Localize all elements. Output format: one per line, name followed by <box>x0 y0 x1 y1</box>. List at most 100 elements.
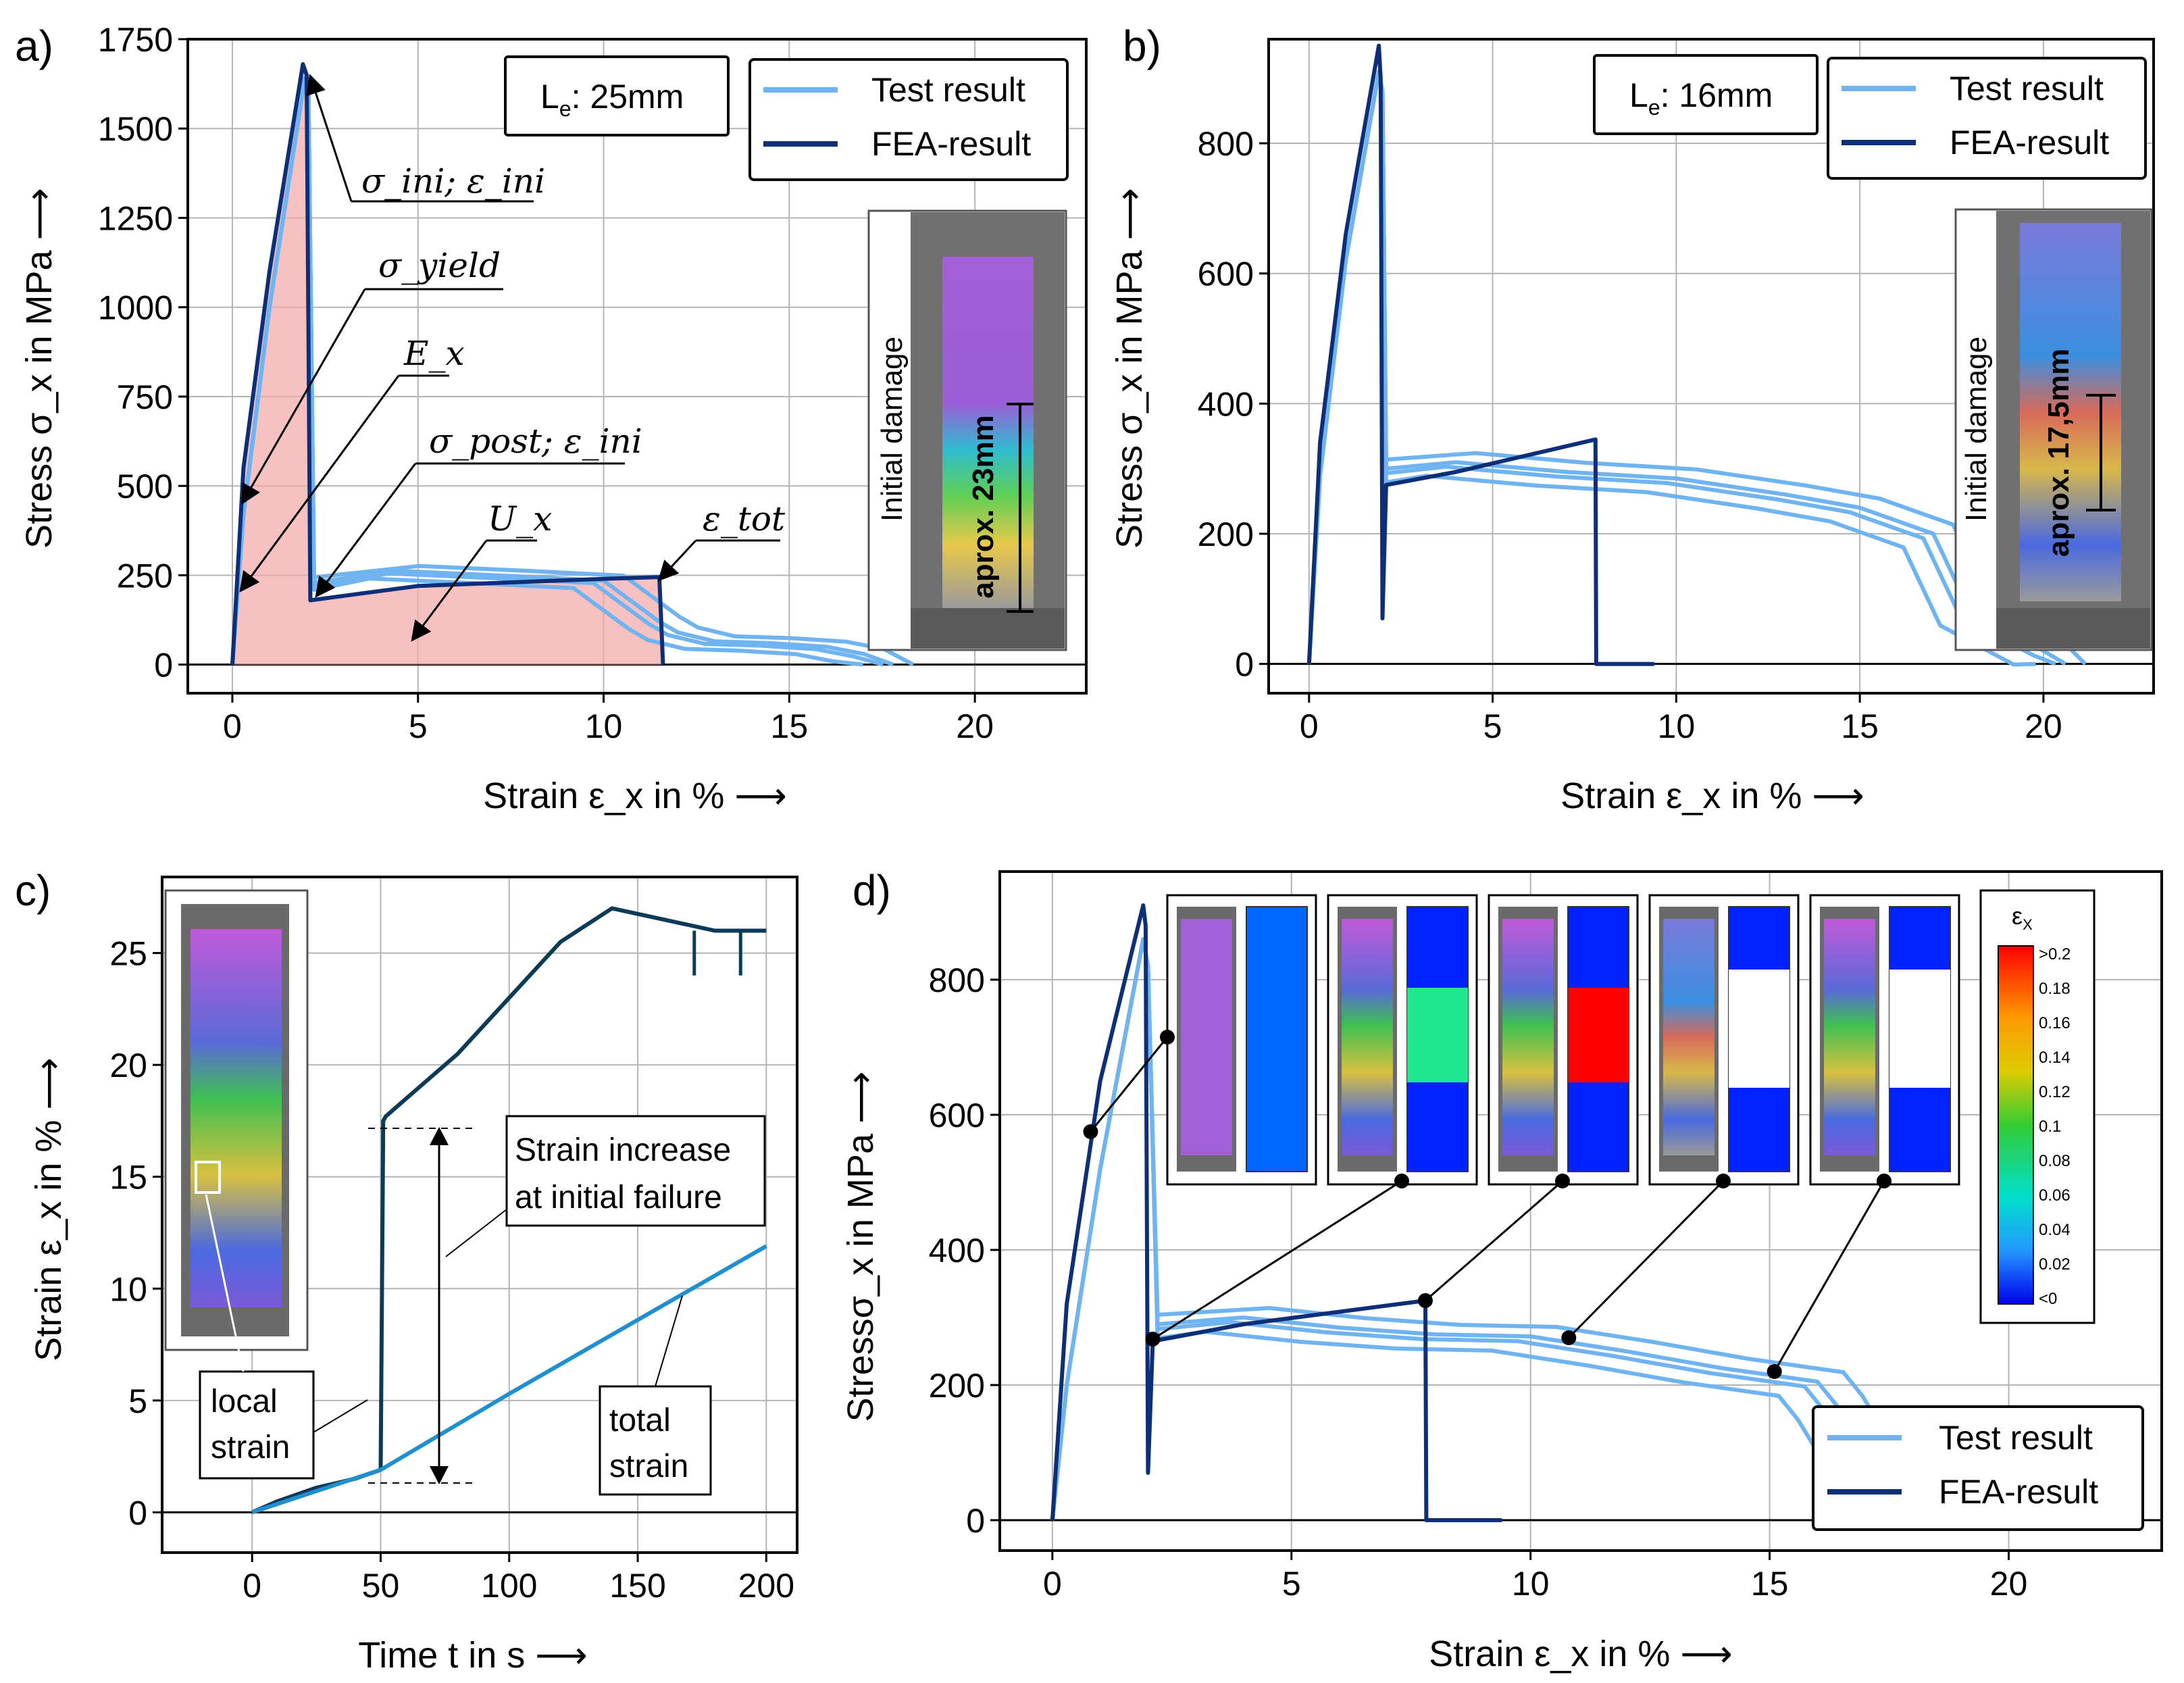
x-tick-label: 20 <box>956 707 994 745</box>
panel-c-xlabel: Time t in s ⟶ <box>358 1635 587 1676</box>
series-total-strain-line <box>251 1244 767 1515</box>
y-tick-label: 1250 <box>98 199 173 237</box>
panel-c-label: c) <box>15 866 51 915</box>
legend-fea-label: FEA-result <box>1950 124 2109 161</box>
panel-a-le-sub: e <box>559 97 572 121</box>
y-tick-label: 10 <box>109 1270 147 1308</box>
y-tick-label: 0 <box>128 1494 147 1532</box>
colorbar-label: 0.16 <box>2039 1014 2071 1032</box>
panel-a-legend: Test result FEA-result <box>748 58 1069 181</box>
colorbar-label: 0.1 <box>2039 1117 2061 1136</box>
dic-tile-2 <box>1327 894 1478 1186</box>
panel-c-frame <box>161 876 798 1554</box>
y-tick-label: 0 <box>154 647 173 684</box>
y-tick-label: 200 <box>929 1367 985 1405</box>
y-tick-label: 400 <box>929 1232 985 1270</box>
annotation-e-x: E_x <box>403 334 465 373</box>
colorbar-labels: >0.2 0.18 0.16 0.14 0.12 0.1 0.08 0.06 0.04 0.02 <… <box>2039 945 2071 1308</box>
colorbar-label: <0 <box>2039 1290 2057 1308</box>
y-tick-label: 1000 <box>98 289 173 327</box>
panel-b-frame <box>1267 38 2155 695</box>
panel-b-specimen-image: Initial damage aprox. 17,5mm <box>1954 208 2153 651</box>
annotation-total-strain-line2: strain <box>609 1449 688 1484</box>
panel-d-label: d) <box>853 866 891 915</box>
panel-c-ylabel: Strain ε_x in % ⟶ <box>28 1057 69 1361</box>
x-tick-label: 10 <box>1512 1565 1550 1603</box>
annotation-u-x: U_x <box>488 499 552 538</box>
connector-line <box>1090 1036 1169 1132</box>
panel-d-xlabel: Strain ε_x in % ⟶ <box>1429 1634 1733 1674</box>
panel-b-xlabel: Strain ε_x in % ⟶ <box>1560 776 1864 816</box>
colorbar-label: 0.02 <box>2039 1255 2071 1274</box>
y-tick-label: 250 <box>117 557 173 595</box>
x-tick-label: 0 <box>1300 707 1319 745</box>
panel-d-dic-tiles <box>1166 894 1960 1186</box>
panel-d-colorbar: εX >0.2 0.18 0.16 0.14 0.12 0.1 0.08 0.06 0.04 0.… <box>1979 889 2096 1324</box>
panel-b-specimen-label: Initial damage <box>1960 336 1993 522</box>
legend-fea-label: FEA-result <box>1939 1473 2098 1511</box>
x-tick-label: 20 <box>1990 1565 2028 1603</box>
panel-c-series <box>251 906 767 1515</box>
annotation-sigma-yield: σ_yield <box>378 246 501 285</box>
panel-a-le-box: Le: 25mm <box>504 55 730 136</box>
annotation-eps-tot: ε_tot <box>703 499 786 538</box>
x-tick-label: 10 <box>585 707 623 745</box>
y-tick-label: 20 <box>109 1047 147 1084</box>
y-tick-label: 1750 <box>98 21 173 59</box>
panel-a-annotations <box>239 74 780 642</box>
panel-b-label: b) <box>1123 22 1161 70</box>
panel-a-frame <box>186 38 1088 695</box>
panel-a-le-value: : 25mm <box>572 78 684 116</box>
y-tick-label: 5 <box>128 1382 147 1420</box>
x-tick-label: 5 <box>1282 1565 1301 1603</box>
x-tick-label: 5 <box>1483 707 1502 745</box>
dic-tile-4 <box>1648 894 1800 1186</box>
panel-a-ticks: 0 5 10 15 20 0 250 500 750 1000 1250 1500 1750 <box>98 21 994 745</box>
y-tick-label: 400 <box>1198 385 1254 423</box>
panel-c-ticks: 0 50 100 150 200 0 5 10 15 20 25 <box>109 935 794 1605</box>
panel-c-annotations: Strain increase at initial failure local… <box>199 1115 766 1496</box>
annotation-strain-increase-line2: at initial failure <box>515 1180 722 1215</box>
state-marker <box>1561 1330 1577 1345</box>
panel-d-legend: Test result FEA-result <box>1812 1405 2144 1531</box>
panel-a-ylabel: Stress σ_x in MPa ⟶ <box>19 188 59 549</box>
y-tick-label: 0 <box>1235 646 1254 684</box>
series-test-result-line <box>230 76 864 667</box>
panel-c-specimen-image <box>164 889 309 1351</box>
panel-a-le-label: L <box>540 78 559 116</box>
annotation-local-strain-line1: local <box>211 1384 278 1420</box>
panel-b-le-value: : 16mm <box>1660 76 1773 114</box>
colorbar-label: 0.04 <box>2039 1221 2071 1239</box>
legend-test-label: Test result <box>871 71 1025 109</box>
series-fea-result-line <box>230 62 665 665</box>
series-test-result-line <box>1306 70 2036 667</box>
legend-test-label: Test result <box>1939 1419 2093 1457</box>
x-tick-label: 100 <box>481 1567 537 1605</box>
colorbar-label: 0.14 <box>2039 1049 2071 1067</box>
colorbar-label: 0.12 <box>2039 1083 2071 1101</box>
series-fea-result-line <box>1050 903 1502 1522</box>
panel-b-le-label: L <box>1629 76 1648 114</box>
state-marker <box>1767 1364 1782 1379</box>
x-tick-label: 0 <box>1043 1565 1062 1603</box>
y-tick-label: 0 <box>966 1502 985 1540</box>
connector-line <box>1773 1180 1885 1372</box>
annotation-total-strain-line1: total <box>609 1403 671 1438</box>
panel-a-specimen-image: Initial damage aprox. 23mm <box>867 209 1067 651</box>
panel-d-connectors <box>1083 1030 1891 1379</box>
x-tick-label: 0 <box>223 707 242 745</box>
panel-a-xlabel: Strain ε_x in % ⟶ <box>483 776 787 816</box>
y-tick-label: 25 <box>109 935 147 973</box>
svg-text:εX: εX <box>2012 902 2033 933</box>
panel-b-le-sub: e <box>1648 95 1660 120</box>
y-tick-label: 15 <box>109 1159 147 1197</box>
x-tick-label: 200 <box>738 1567 794 1605</box>
panel-b-ylabel: Stress σ_x in MPa ⟶ <box>1109 188 1150 549</box>
y-tick-label: 600 <box>1198 255 1254 293</box>
state-marker <box>1417 1293 1433 1308</box>
x-tick-label: 15 <box>1841 707 1879 745</box>
panel-a-series <box>230 62 915 667</box>
colorbar-label: 0.08 <box>2039 1152 2071 1170</box>
